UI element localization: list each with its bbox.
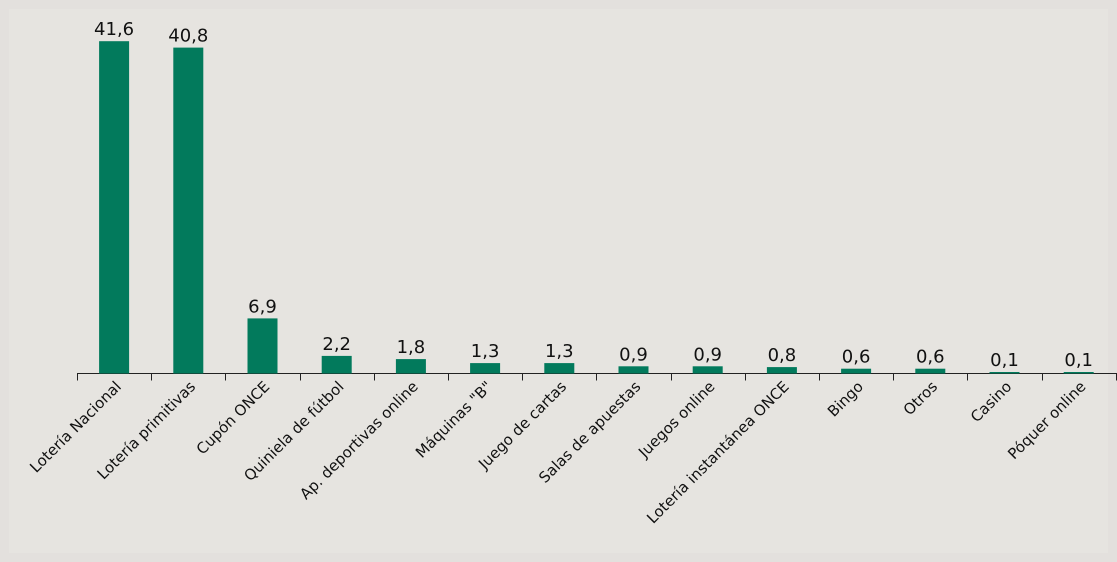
bar	[618, 366, 649, 374]
bar	[915, 368, 946, 374]
bar	[544, 363, 575, 374]
bar	[1063, 372, 1094, 374]
bar-value-label: 1,8	[397, 337, 426, 358]
bar	[692, 366, 723, 374]
x-axis-category-label: Máquinas "B"	[412, 378, 496, 462]
x-axis-category-label: Lotería instantánea ONCE	[643, 378, 793, 528]
bar-value-label: 41,6	[94, 19, 134, 40]
bar	[99, 41, 130, 374]
x-axis-category-label: Póquer online	[1004, 378, 1089, 463]
bar	[989, 372, 1020, 374]
bar	[395, 359, 426, 374]
bar-value-label: 0,9	[619, 344, 648, 365]
bar	[841, 368, 872, 374]
bar	[173, 47, 204, 374]
x-axis-ticks	[77, 373, 1117, 381]
bar	[470, 363, 501, 374]
bar-value-label: 40,8	[168, 26, 208, 47]
x-axis-category-label: Juegos online	[634, 378, 718, 462]
x-axis-category-label: Bingo	[824, 378, 867, 421]
bars-group	[99, 41, 1094, 374]
bar-value-label: 0,6	[842, 347, 871, 368]
bar	[321, 355, 352, 374]
bar-value-label: 0,8	[768, 345, 797, 366]
x-axis-category-label: Cupón ONCE	[193, 378, 274, 459]
bar	[766, 367, 797, 374]
value-labels-group: 41,6 40,8 6,9 2,2 1,8 1,3 1,3 0,9 0,9 0,8 0,6 0,6 0,…	[94, 19, 1093, 371]
bar-value-label: 1,3	[545, 341, 574, 362]
bar-value-label: 0,1	[1064, 350, 1093, 371]
bar	[247, 318, 278, 374]
x-axis-category-label: Casino	[967, 378, 1015, 426]
x-axis-category-label: Otros	[900, 377, 942, 419]
bar-value-label: 1,3	[471, 341, 500, 362]
bar-value-label: 0,9	[693, 344, 722, 365]
bar-value-label: 0,6	[916, 347, 945, 368]
bar-value-label: 6,9	[248, 296, 277, 317]
bar-value-label: 2,2	[322, 334, 351, 355]
bar-value-label: 0,1	[990, 350, 1019, 371]
